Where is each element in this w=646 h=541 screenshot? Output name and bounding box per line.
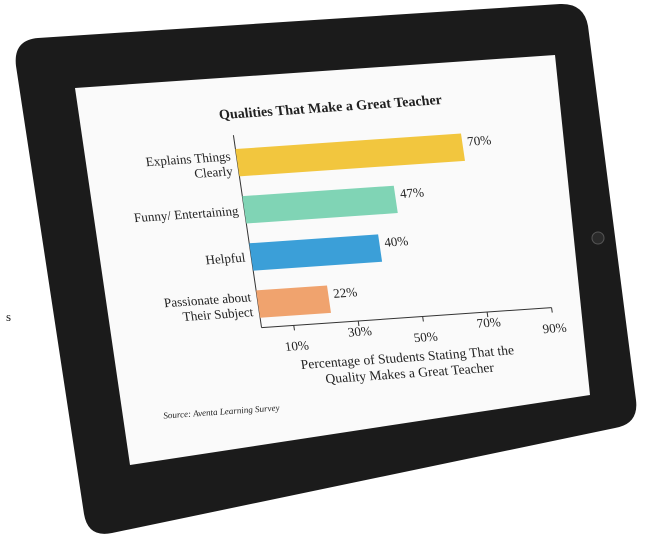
home-button xyxy=(591,231,605,245)
bar xyxy=(242,185,398,224)
category-label-box: Explains Things Clearly xyxy=(144,148,234,181)
value-label: 70% xyxy=(466,132,492,148)
x-tick xyxy=(357,320,360,326)
x-tick xyxy=(422,316,424,322)
x-tick xyxy=(293,325,295,331)
value-label: 40% xyxy=(383,233,409,249)
x-tick-label: 30% xyxy=(347,323,373,339)
value-label: 22% xyxy=(332,284,358,300)
category-label: Explains Things Clearly xyxy=(144,148,234,181)
x-tick-label: 70% xyxy=(476,314,502,330)
category-label-box: Helpful xyxy=(204,249,247,268)
x-axis xyxy=(261,307,552,329)
bar xyxy=(256,285,331,318)
x-tick-label: 10% xyxy=(284,337,310,353)
category-label-box: Passionate about Their Subject xyxy=(162,289,255,325)
category-label: Funny/ Entertaining xyxy=(132,202,240,225)
x-tick-label: 50% xyxy=(413,329,439,345)
bar xyxy=(249,234,383,271)
margin-text: s xyxy=(6,309,11,324)
x-tick xyxy=(551,307,553,313)
bar xyxy=(235,133,465,177)
x-tick xyxy=(486,312,489,318)
category-label: Passionate about Their Subject xyxy=(162,289,255,325)
value-label: 47% xyxy=(399,184,425,200)
category-label-box: Funny/ Entertaining xyxy=(132,202,240,225)
category-label: Helpful xyxy=(204,249,247,268)
x-tick-label: 90% xyxy=(542,320,568,336)
